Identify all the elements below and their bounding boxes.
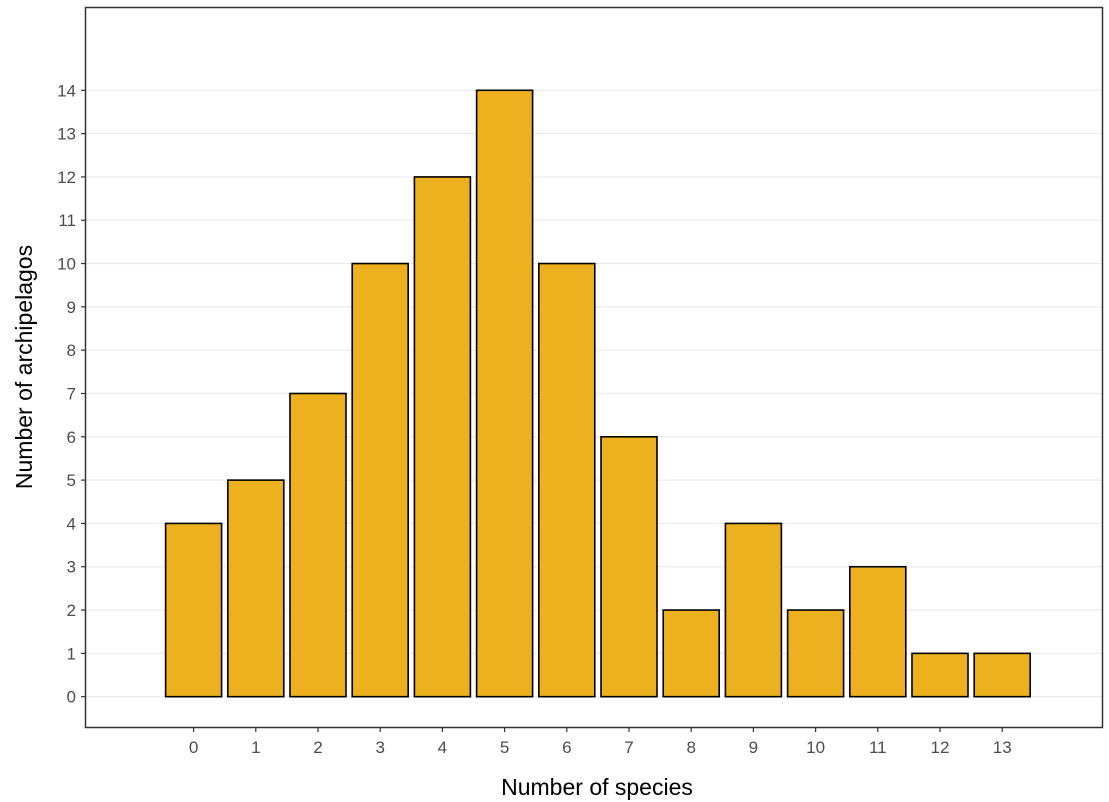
bar <box>786 609 845 698</box>
bar <box>662 609 720 698</box>
y-tick-label: 1 <box>67 644 76 663</box>
panel-border <box>84 6 1104 729</box>
x-tick-label: 2 <box>313 738 322 757</box>
y-tick-label: 0 <box>67 688 76 707</box>
bar <box>724 522 783 698</box>
bar <box>164 522 223 698</box>
y-tick-label: 12 <box>57 168 76 187</box>
bar <box>849 565 907 698</box>
x-tick-label: 1 <box>251 738 260 757</box>
bar <box>538 262 596 698</box>
x-tick-label: 0 <box>189 738 198 757</box>
x-tick-label: 6 <box>562 738 571 757</box>
bar <box>600 436 658 698</box>
y-tick-label: 13 <box>57 125 76 144</box>
bar <box>911 652 969 698</box>
x-tick-label: 3 <box>375 738 384 757</box>
bars <box>164 89 1031 698</box>
x-tick-label: 4 <box>438 738 447 757</box>
x-tick-label: 7 <box>624 738 633 757</box>
y-tick-label: 8 <box>67 341 76 360</box>
y-tick-label: 6 <box>67 428 76 447</box>
y-tick-label: 4 <box>67 514 76 533</box>
y-axis-title: Number of archipelagos <box>11 245 37 489</box>
bar <box>351 262 409 698</box>
bar <box>289 392 347 698</box>
y-tick-label: 7 <box>67 384 76 403</box>
y-tick-label: 2 <box>67 601 76 620</box>
y-tick-label: 14 <box>57 81 76 100</box>
x-axis-title: Number of species <box>501 774 693 800</box>
x-tick-label: 5 <box>500 738 509 757</box>
x-tick-label: 9 <box>749 738 758 757</box>
x-tick-label: 11 <box>869 738 887 757</box>
x-tick-label: 13 <box>993 738 1012 757</box>
y-tick-label: 3 <box>67 558 76 577</box>
y-tick-label: 5 <box>67 471 76 490</box>
y-tick-label: 11 <box>58 211 76 230</box>
bar <box>973 652 1031 698</box>
x-tick-label: 8 <box>686 738 695 757</box>
x-tick-label: 12 <box>931 738 950 757</box>
y-tick-label: 9 <box>67 298 76 317</box>
bar <box>413 176 472 698</box>
bar <box>227 479 285 698</box>
y-tick-label: 10 <box>57 255 76 274</box>
x-tick-label: 10 <box>806 738 825 757</box>
bar <box>475 89 534 698</box>
x-axis: 0 1 2 3 4 5 6 7 8 9 10 11 12 13 <box>189 727 1012 757</box>
